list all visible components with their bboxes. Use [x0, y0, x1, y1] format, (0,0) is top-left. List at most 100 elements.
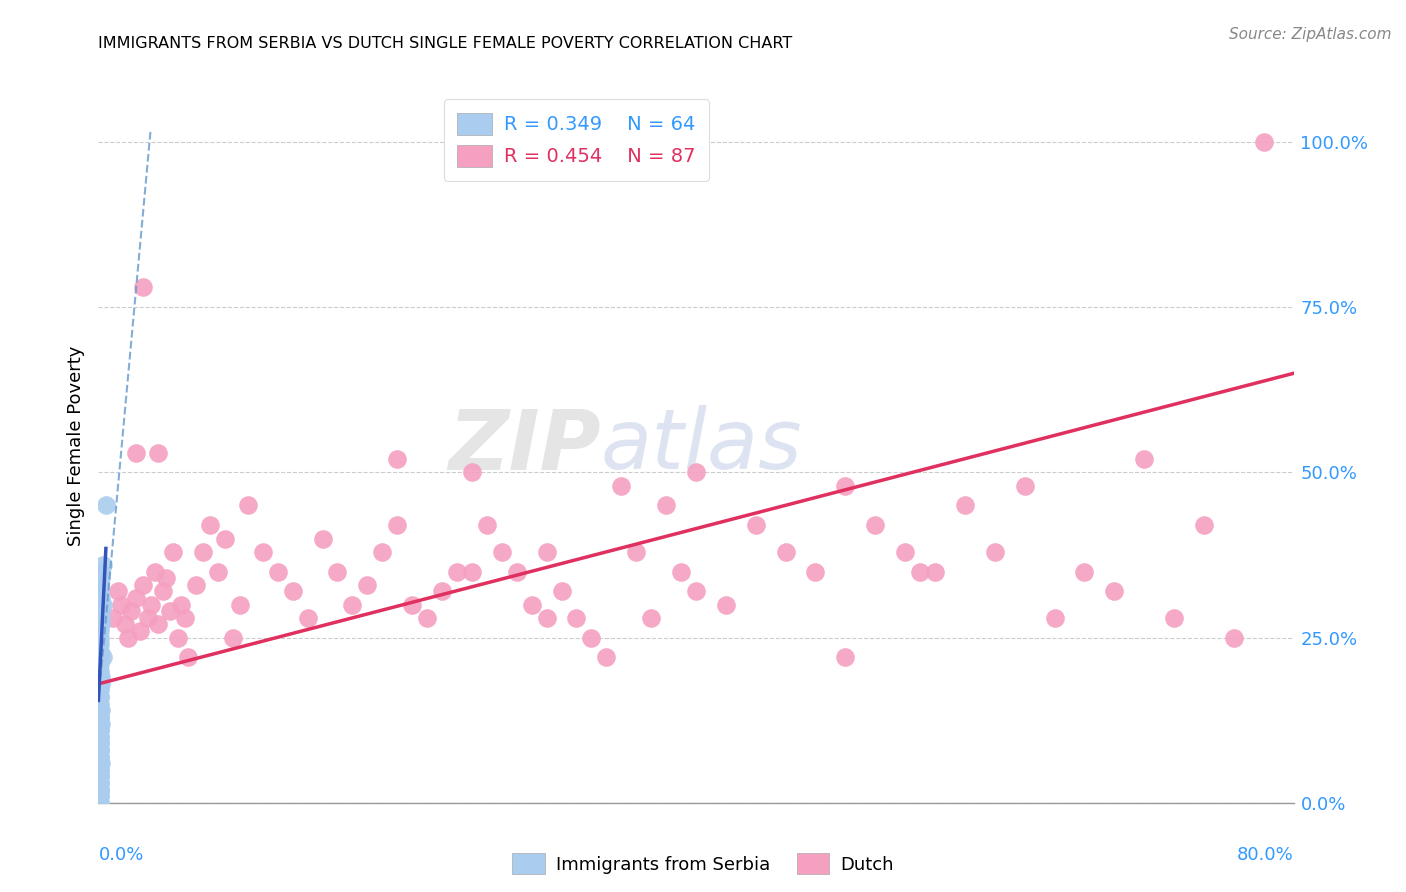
Point — [745, 518, 768, 533]
Point — [120, 604, 142, 618]
Point — [924, 565, 946, 579]
Point — [89, 716, 111, 731]
Point — [655, 499, 678, 513]
Point — [550, 584, 572, 599]
Point — [94, 499, 117, 513]
Point — [89, 730, 111, 744]
Point — [446, 565, 468, 579]
Point — [89, 631, 111, 645]
Point — [281, 584, 304, 599]
Text: 0.0%: 0.0% — [98, 846, 143, 863]
Point — [775, 545, 797, 559]
Point — [89, 644, 111, 658]
Point — [132, 280, 155, 294]
Point — [1253, 135, 1275, 149]
Point — [90, 756, 112, 771]
Point — [125, 591, 148, 605]
Point — [90, 571, 112, 585]
Text: Source: ZipAtlas.com: Source: ZipAtlas.com — [1229, 27, 1392, 42]
Point — [89, 756, 111, 771]
Point — [89, 617, 111, 632]
Point — [714, 598, 737, 612]
Point — [91, 558, 114, 572]
Point — [565, 611, 588, 625]
Point — [91, 598, 114, 612]
Point — [152, 584, 174, 599]
Point — [89, 683, 111, 698]
Point — [536, 611, 558, 625]
Point — [984, 545, 1007, 559]
Point — [89, 690, 111, 704]
Point — [159, 604, 181, 618]
Point — [89, 769, 111, 783]
Point — [89, 796, 111, 810]
Point — [132, 578, 155, 592]
Point — [89, 690, 111, 704]
Point — [685, 584, 707, 599]
Point — [89, 796, 111, 810]
Point — [89, 769, 111, 783]
Point — [640, 611, 662, 625]
Point — [804, 565, 827, 579]
Point — [89, 749, 111, 764]
Point — [148, 617, 170, 632]
Point — [89, 723, 111, 738]
Point — [385, 518, 409, 533]
Point — [89, 743, 111, 757]
Point — [90, 591, 112, 605]
Point — [297, 611, 319, 625]
Point — [834, 478, 856, 492]
Point — [1104, 584, 1126, 599]
Point — [89, 776, 111, 790]
Point — [581, 631, 603, 645]
Point — [89, 710, 111, 724]
Point — [90, 703, 112, 717]
Point — [953, 499, 976, 513]
Point — [236, 499, 259, 513]
Point — [125, 445, 148, 459]
Point — [89, 670, 111, 684]
Legend: R = 0.349    N = 64, R = 0.454    N = 87: R = 0.349 N = 64, R = 0.454 N = 87 — [444, 99, 709, 181]
Point — [91, 650, 114, 665]
Point — [207, 565, 229, 579]
Point — [89, 598, 111, 612]
Point — [595, 650, 617, 665]
Point — [1192, 518, 1215, 533]
Point — [200, 518, 222, 533]
Point — [214, 532, 236, 546]
Point — [89, 730, 111, 744]
Point — [139, 598, 162, 612]
Point — [148, 445, 170, 459]
Point — [834, 650, 856, 665]
Text: ZIP: ZIP — [447, 406, 600, 486]
Text: 80.0%: 80.0% — [1237, 846, 1294, 863]
Point — [90, 565, 112, 579]
Point — [103, 611, 125, 625]
Point — [89, 763, 111, 777]
Point — [89, 756, 111, 771]
Point — [89, 723, 111, 738]
Point — [89, 789, 111, 804]
Point — [536, 545, 558, 559]
Point — [520, 598, 543, 612]
Point — [865, 518, 887, 533]
Point — [136, 611, 159, 625]
Point — [685, 466, 707, 480]
Point — [626, 545, 648, 559]
Point — [385, 452, 409, 467]
Point — [89, 677, 111, 691]
Point — [89, 657, 111, 671]
Point — [461, 466, 484, 480]
Point — [162, 545, 184, 559]
Point — [89, 584, 111, 599]
Point — [371, 545, 394, 559]
Point — [430, 584, 453, 599]
Point — [252, 545, 274, 559]
Point — [191, 545, 214, 559]
Point — [89, 782, 111, 797]
Point — [174, 611, 197, 625]
Point — [117, 631, 139, 645]
Point — [610, 478, 633, 492]
Point — [506, 565, 529, 579]
Point — [1043, 611, 1066, 625]
